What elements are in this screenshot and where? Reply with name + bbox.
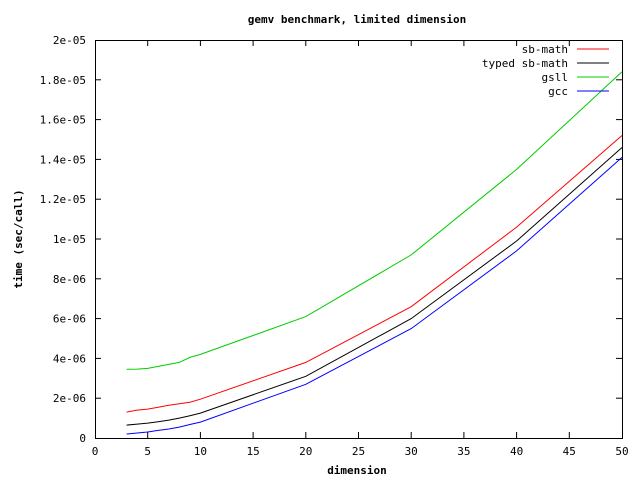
series-line-typed-sb-math <box>126 147 623 426</box>
y-tick-label: 2e-06 <box>53 392 86 405</box>
x-tick-label: 45 <box>563 445 576 458</box>
x-tick-label: 30 <box>405 445 418 458</box>
x-tick-label: 25 <box>352 445 365 458</box>
y-tick-label: 0 <box>79 432 86 445</box>
series-line-gsll <box>126 71 623 370</box>
x-tick-label: 0 <box>92 445 99 458</box>
y-tick-label: 1.8e-05 <box>40 74 86 87</box>
series-line-gcc <box>126 157 623 435</box>
y-tick-label: 1.6e-05 <box>40 114 86 127</box>
x-tick-label: 5 <box>144 445 151 458</box>
x-tick-label: 20 <box>299 445 312 458</box>
legend-label: gcc <box>548 85 568 98</box>
plot-frame <box>95 40 623 439</box>
x-axis: 0 5 10 15 20 25 30 35 40 45 50 <box>92 40 629 458</box>
x-tick-label: 40 <box>510 445 523 458</box>
y-tick-label: 4e-06 <box>53 352 86 365</box>
y-tick-label: 6e-06 <box>53 313 86 326</box>
y-tick-label: 1.4e-05 <box>40 153 86 166</box>
x-tick-label: 35 <box>457 445 470 458</box>
y-tick-label: 1.2e-05 <box>40 193 86 206</box>
y-tick-label: 1e-05 <box>53 233 86 246</box>
x-tick-label: 50 <box>615 445 628 458</box>
y-tick-label: 8e-06 <box>53 273 86 286</box>
x-tick-label: 10 <box>194 445 207 458</box>
y-tick-label: 2e-05 <box>53 34 86 47</box>
series-group <box>126 71 623 435</box>
legend-label: typed sb-math <box>482 57 568 70</box>
chart-title: gemv benchmark, limited dimension <box>248 13 467 26</box>
y-axis: 0 2e-06 4e-06 6e-06 8e-06 1e-05 1.2e-05 1.4e-05… <box>40 34 622 445</box>
series-line-sb-math <box>126 135 623 413</box>
x-tick-label: 15 <box>246 445 259 458</box>
y-axis-title: time (sec/call) <box>12 189 25 288</box>
legend-label: sb-math <box>522 43 568 56</box>
legend-label: gsll <box>542 71 569 84</box>
x-axis-title: dimension <box>327 464 387 477</box>
